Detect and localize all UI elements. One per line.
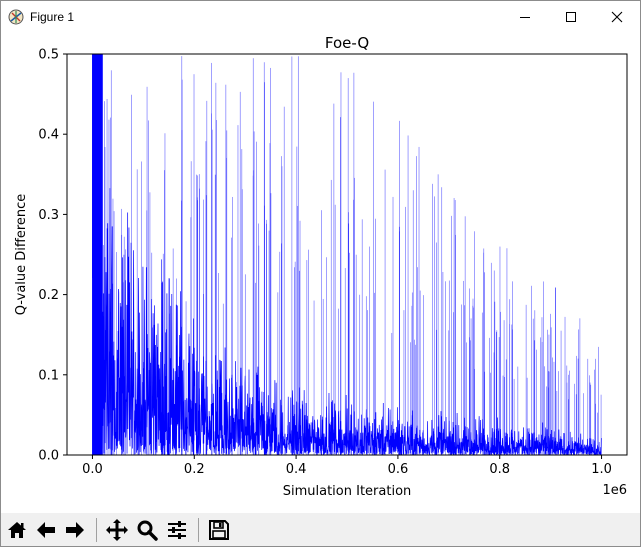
floppy-disk-icon (209, 520, 229, 540)
y-tick-label: 0.1 (38, 368, 59, 383)
close-icon (611, 11, 623, 22)
x-axis-offset-text: 1e6 (602, 483, 627, 498)
close-button[interactable] (594, 1, 640, 32)
back-button[interactable] (33, 517, 59, 543)
save-button[interactable] (206, 517, 232, 543)
home-icon (8, 522, 26, 538)
y-axis-label: Q-value Difference (14, 194, 29, 316)
toolbar-separator (96, 518, 97, 542)
axes-frame (66, 53, 628, 456)
initial-series-burst (92, 54, 103, 455)
chart-title: Foe-Q (325, 34, 369, 52)
y-tick-label: 0.2 (38, 288, 59, 303)
subplots-button[interactable] (164, 517, 190, 543)
y-tick-label: 0.4 (38, 128, 59, 143)
x-axis-ticks: 0.0 0.2 0.4 0.6 0.8 1.0 (82, 455, 612, 477)
x-tick-label: 1.0 (591, 462, 612, 477)
toolbar-separator (198, 518, 199, 542)
y-axis-ticks: 0.0 0.1 0.2 0.3 0.4 0.5 (38, 48, 67, 464)
window-title: Figure 1 (30, 10, 75, 24)
arrow-right-icon (66, 522, 84, 538)
forward-button[interactable] (62, 517, 88, 543)
maximize-icon (566, 11, 576, 22)
x-axis-label: Simulation Iteration (283, 484, 412, 499)
home-button[interactable] (4, 517, 30, 543)
arrow-left-icon (37, 522, 55, 538)
y-tick-label: 0.3 (38, 208, 59, 223)
x-tick-label: 0.2 (184, 462, 205, 477)
magnifier-icon (137, 520, 158, 541)
app-icon (8, 9, 24, 25)
x-tick-label: 0.8 (489, 462, 510, 477)
x-tick-label: 0.6 (388, 462, 409, 477)
y-tick-label: 0.0 (38, 449, 59, 464)
zoom-button[interactable] (134, 517, 160, 543)
foe-q-chart: 0.0 0.2 0.4 0.6 0.8 1.0 0.0 0.1 0.2 0.3 0.4 0.5 Fo… (14, 34, 628, 499)
plot-lines (92, 54, 602, 455)
title-bar[interactable]: Figure 1 (1, 1, 640, 32)
pan-button[interactable] (104, 517, 130, 543)
navigation-toolbar (1, 513, 640, 546)
x-tick-label: 0.0 (82, 462, 103, 477)
maximize-button[interactable] (548, 1, 594, 32)
spike-series-line (101, 56, 602, 455)
dense-series-line (92, 54, 602, 455)
move-icon (106, 519, 128, 541)
x-tick-label: 0.4 (286, 462, 307, 477)
figure-canvas[interactable]: 0.0 0.2 0.4 0.6 0.8 1.0 0.0 0.1 0.2 0.3 0.4 0.5 Fo… (1, 32, 640, 513)
minimize-button[interactable] (502, 1, 548, 32)
y-tick-label: 0.5 (38, 48, 59, 63)
sliders-icon (168, 521, 186, 539)
minimize-icon (520, 16, 530, 18)
